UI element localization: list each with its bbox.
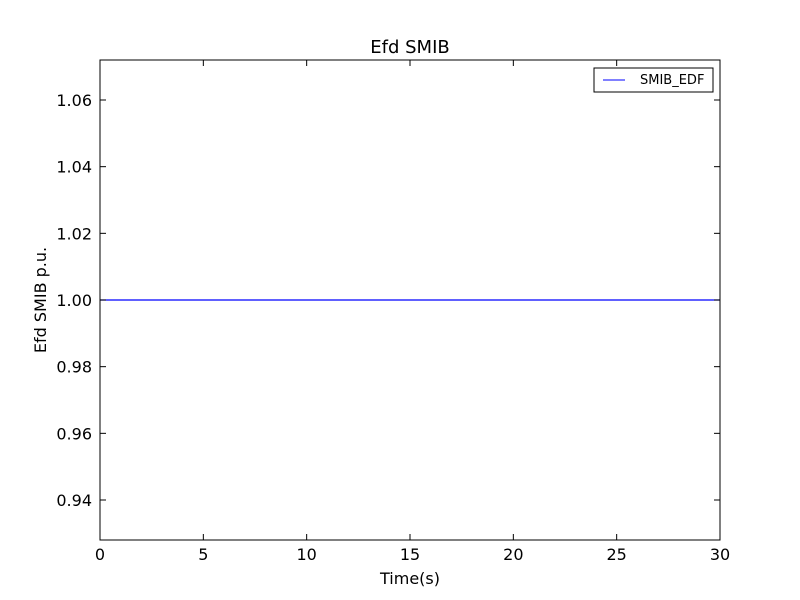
- x-tick-label: 10: [296, 545, 316, 564]
- x-tick-label: 25: [606, 545, 626, 564]
- y-tick-label: 1.04: [56, 158, 92, 177]
- y-tick-label: 1.06: [56, 91, 92, 110]
- legend-label-smib-edf: SMIB_EDF: [640, 73, 704, 88]
- chart-title: Efd SMIB: [370, 37, 449, 58]
- x-tick-label: 0: [95, 545, 105, 564]
- y-axis: 0.94 0.96 0.98 1.00 1.02 1.04 1.06: [56, 91, 720, 510]
- x-tick-label: 20: [503, 545, 523, 564]
- y-axis-label: Efd SMIB p.u.: [31, 247, 50, 353]
- y-tick-label: 1.00: [56, 291, 92, 310]
- legend: SMIB_EDF: [593, 67, 714, 93]
- x-axis: 0 5 10 15 20 25 30: [95, 60, 730, 564]
- x-axis-label: Time(s): [379, 569, 440, 588]
- x-tick-label: 15: [400, 545, 420, 564]
- y-tick-label: 0.96: [56, 424, 92, 443]
- y-tick-label: 0.98: [56, 358, 92, 377]
- y-tick-label: 1.02: [56, 224, 92, 243]
- y-tick-label: 0.94: [56, 491, 92, 510]
- x-tick-label: 5: [198, 545, 208, 564]
- x-tick-label: 30: [710, 545, 730, 564]
